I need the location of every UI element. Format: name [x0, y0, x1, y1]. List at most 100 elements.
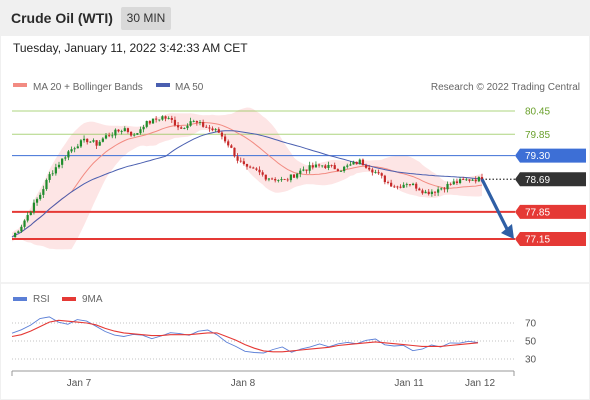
rsi-legend-label: RSI	[33, 294, 50, 305]
candle-body	[277, 180, 280, 181]
rsi-tick-label-70: 70	[525, 319, 537, 330]
candle-body	[189, 121, 192, 126]
candle-body	[76, 146, 79, 149]
price-tag-label-79.85: 79.85	[525, 130, 550, 141]
candle-body	[314, 164, 318, 168]
candle-body	[449, 183, 452, 185]
candle-body	[95, 140, 98, 146]
candle-body	[368, 167, 371, 170]
candle-body	[349, 164, 352, 166]
candle-body	[292, 174, 296, 178]
candle-body	[214, 129, 217, 131]
candle-body	[358, 159, 361, 165]
candle-body	[440, 188, 443, 190]
candle-body	[327, 165, 330, 168]
candle-body	[42, 189, 45, 195]
candle-body	[270, 178, 274, 180]
candle-body	[192, 121, 195, 122]
candle-body	[474, 179, 477, 182]
candle-body	[264, 174, 267, 180]
candle-body	[205, 126, 208, 128]
candle-body	[424, 191, 427, 194]
candle-body	[123, 128, 126, 132]
candle-body	[170, 117, 173, 120]
candle-body	[374, 172, 377, 174]
timeframe-badge[interactable]: 30 MIN	[121, 7, 171, 30]
candle-body	[286, 179, 289, 181]
candle-body	[242, 161, 245, 165]
candle-body	[305, 169, 308, 171]
timestamp: Tuesday, January 11, 2022 3:42:33 AM CET	[13, 41, 248, 55]
candle-body	[48, 174, 51, 180]
candle-body	[26, 215, 29, 221]
candle-body	[211, 128, 214, 131]
candle-body	[183, 128, 186, 129]
candle-body	[39, 194, 42, 200]
candle-body	[73, 148, 76, 150]
candle-body	[151, 118, 155, 124]
candle-body	[86, 138, 89, 143]
candle-body	[148, 120, 151, 124]
candle-body	[477, 177, 480, 182]
candle-body	[245, 164, 249, 167]
candle-body	[239, 160, 242, 162]
candle-body	[393, 186, 396, 188]
candle-body	[67, 151, 70, 158]
candle-body	[126, 128, 130, 132]
candle-body	[430, 191, 433, 195]
candle-body	[383, 175, 386, 183]
credit-label: Research © 2022 Trading Central	[431, 82, 580, 93]
candle-body	[186, 125, 189, 129]
candle-body	[114, 129, 117, 136]
candle-body	[173, 119, 177, 126]
candle-body	[261, 172, 264, 175]
candle-body	[23, 220, 26, 227]
candle-body	[252, 167, 255, 169]
candle-body	[32, 202, 36, 213]
candle-body	[468, 179, 471, 181]
candle-body	[158, 119, 161, 121]
candle-body	[236, 156, 239, 161]
candle-body	[289, 174, 292, 181]
price-tag-77.15	[515, 232, 586, 246]
candle-body	[274, 179, 277, 181]
candle-body	[64, 157, 67, 159]
candle-body	[302, 169, 305, 171]
candle-body	[14, 232, 17, 238]
ma20-legend-label: MA 20 + Bollinger Bands	[33, 82, 143, 93]
candle-body	[227, 141, 230, 146]
ma50-legend-swatch	[156, 83, 170, 87]
ma20-legend-swatch	[13, 83, 27, 87]
candle-body	[402, 184, 405, 188]
candle-body	[386, 182, 390, 183]
ma50-legend-label: MA 50	[175, 82, 204, 93]
candle-body	[17, 231, 20, 233]
candle-body	[129, 131, 133, 136]
price-tag-label-77.85: 77.85	[525, 207, 550, 218]
bollinger-band-area	[12, 107, 482, 250]
candle-body	[20, 226, 23, 232]
ma9-legend-label: 9MA	[82, 294, 103, 305]
candle-body	[458, 179, 462, 183]
candle-body	[101, 138, 104, 142]
candle-body	[336, 169, 339, 172]
candle-body	[258, 169, 261, 173]
candle-body	[364, 165, 368, 168]
candle-body	[104, 135, 108, 139]
candle-body	[437, 189, 440, 193]
candle-body	[70, 149, 73, 152]
x-axis: Jan 7 Jan 8 Jan 11 Jan 12	[67, 378, 496, 389]
candle-body	[380, 173, 383, 176]
candle-body	[35, 199, 39, 203]
candle-body	[111, 135, 114, 137]
candle-body	[421, 190, 424, 194]
candle-body	[98, 141, 101, 146]
candle-body	[217, 129, 220, 133]
projection-arrow-shaft	[480, 178, 510, 232]
rsi-ma9-line	[11, 319, 479, 353]
price-tag-label-79.30: 79.30	[525, 151, 550, 162]
price-tag-label-78.69: 78.69	[525, 175, 550, 186]
candle-body	[324, 165, 327, 168]
candle-body	[280, 179, 283, 181]
